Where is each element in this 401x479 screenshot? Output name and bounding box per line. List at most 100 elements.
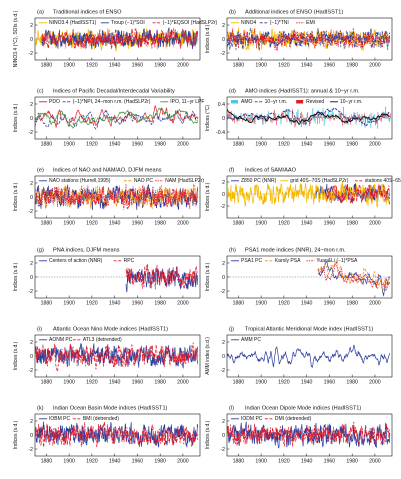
- panel-title: Indices of NAO and NAM/AO, DJFM means: [53, 168, 162, 174]
- amo-bar: [237, 118, 239, 123]
- legend-item: grid 40S−70S (HadSLP2r): [280, 178, 349, 184]
- series-rpc-line: [125, 263, 199, 290]
- legend-label: NAO stations (Hurrell,1995): [49, 178, 111, 184]
- y-tick-label: -2: [28, 209, 33, 215]
- revised-bar: [235, 114, 236, 118]
- amo-bar: [368, 118, 370, 121]
- revised-bar: [277, 118, 279, 121]
- revised-bar: [326, 116, 327, 118]
- revised-bar: [354, 115, 356, 118]
- x-tick-label: 1880: [41, 301, 53, 307]
- revised-bar: [236, 118, 238, 122]
- legend-label: Centers of action (NNR): [49, 258, 103, 264]
- plot-area: [227, 421, 391, 449]
- x-tick-label: 2000: [369, 142, 381, 148]
- x-tick-label: 2000: [177, 301, 189, 307]
- revised-bar: [319, 115, 321, 118]
- series-ipo-11-yr-lpf-line: [35, 107, 198, 129]
- legend-label: (−1)*NPI, 24−mon r.m. (HadSLP2r): [73, 99, 151, 105]
- legend-label: AMM PC: [241, 337, 261, 343]
- revised-bar: [359, 114, 360, 118]
- revised-bar: [324, 117, 325, 118]
- legend-label: (−1)*TNI: [270, 20, 289, 26]
- revised-bar: [343, 114, 345, 118]
- y-tick-label: 0: [222, 433, 225, 439]
- x-tick-label: 1900: [63, 221, 75, 227]
- revised-bar: [332, 115, 333, 118]
- amo-bar: [313, 118, 315, 121]
- legend-item: stations 40S−65S: [354, 178, 401, 184]
- legend-swatch: [296, 100, 304, 104]
- revised-bar: [384, 116, 386, 118]
- amo-bar: [240, 112, 242, 118]
- panel-label: (h): [229, 248, 236, 254]
- revised-bar: [267, 118, 268, 121]
- y-axis-label: Indices (s.d.): [13, 420, 19, 449]
- panel-l: (l) Indian Ocean Dipole Mode indices (Had…: [205, 406, 393, 465]
- x-tick-label: 1960: [132, 63, 144, 69]
- revised-bar: [358, 114, 359, 118]
- revised-bar: [341, 116, 342, 118]
- legend-label: NINO3.4 (HadISST1): [49, 20, 97, 26]
- revised-bar: [351, 118, 353, 119]
- revised-bar: [379, 118, 381, 121]
- series-1-npi-24-mon-r-m-hadslp2r-line: [35, 108, 199, 130]
- x-tick-label: 1920: [278, 221, 290, 227]
- revised-bar: [349, 115, 350, 118]
- amo-bar: [345, 114, 347, 118]
- x-tick-label: 1880: [233, 142, 245, 148]
- x-tick-label: 1900: [63, 459, 75, 465]
- revised-bar: [299, 118, 300, 123]
- y-tick-label: 0: [222, 354, 225, 360]
- revised-bar: [336, 118, 338, 120]
- panel-title: Indian Ocean Basin Mode indices (HadISST…: [53, 406, 168, 412]
- amo-bar: [246, 118, 248, 123]
- amo-bar: [351, 114, 352, 118]
- amo-bar: [307, 118, 309, 120]
- revised-bar: [270, 118, 272, 123]
- legend-item: NINO3.4 (HadISST1): [39, 20, 97, 26]
- x-tick-label: 1900: [255, 380, 267, 386]
- legend-label: BMI (detrended): [83, 416, 119, 422]
- plot-area: [35, 105, 199, 130]
- x-tick-label: 1920: [86, 142, 98, 148]
- x-tick-label: 1920: [86, 459, 98, 465]
- x-tick-label: 1960: [132, 380, 144, 386]
- y-tick-label: -0.4: [216, 130, 225, 136]
- revised-bar: [272, 118, 274, 122]
- revised-bar: [390, 113, 391, 118]
- revised-bar: [377, 112, 379, 118]
- legend-label: EMI: [306, 20, 315, 26]
- panel-label: (k): [37, 406, 44, 412]
- revised-bar: [363, 112, 365, 118]
- revised-bar: [261, 115, 263, 118]
- x-tick-label: 1940: [301, 63, 313, 69]
- panel-g: (g) PNA indices, DJFM means Indices (s.d.)…: [13, 248, 201, 307]
- x-tick-label: 1920: [278, 380, 290, 386]
- panel-title: Indices of SAM/AAO: [245, 168, 297, 174]
- revised-bar: [334, 118, 335, 121]
- amo-bar: [236, 115, 238, 118]
- x-tick-label: 1960: [324, 221, 336, 227]
- series-amm-pc-line: [227, 344, 391, 369]
- amo-bar: [370, 118, 372, 128]
- series-karoly-psa-line: [317, 260, 391, 291]
- legend-item: AMO: [231, 99, 253, 105]
- revised-bar: [262, 118, 264, 125]
- amo-bar: [312, 108, 314, 118]
- revised-bar: [294, 118, 296, 128]
- panel-label: (i): [37, 327, 42, 333]
- x-tick-label: 1940: [301, 380, 313, 386]
- y-tick-label: 0: [30, 37, 33, 43]
- x-tick-label: 1940: [301, 459, 313, 465]
- legend: IOBM PC BMI (detrended): [39, 416, 119, 422]
- amo-bar: [332, 112, 334, 118]
- revised-bar: [329, 118, 331, 121]
- revised-bar: [275, 113, 276, 118]
- legend-label: Troup (−1)*SOI: [111, 20, 145, 26]
- revised-bar: [378, 116, 380, 118]
- revised-bar: [315, 114, 316, 118]
- x-tick-label: 1960: [324, 459, 336, 465]
- legend-item: Troup (−1)*SOI: [100, 20, 145, 26]
- series-grid-40s-70s-hadslp2r-line: [227, 181, 391, 209]
